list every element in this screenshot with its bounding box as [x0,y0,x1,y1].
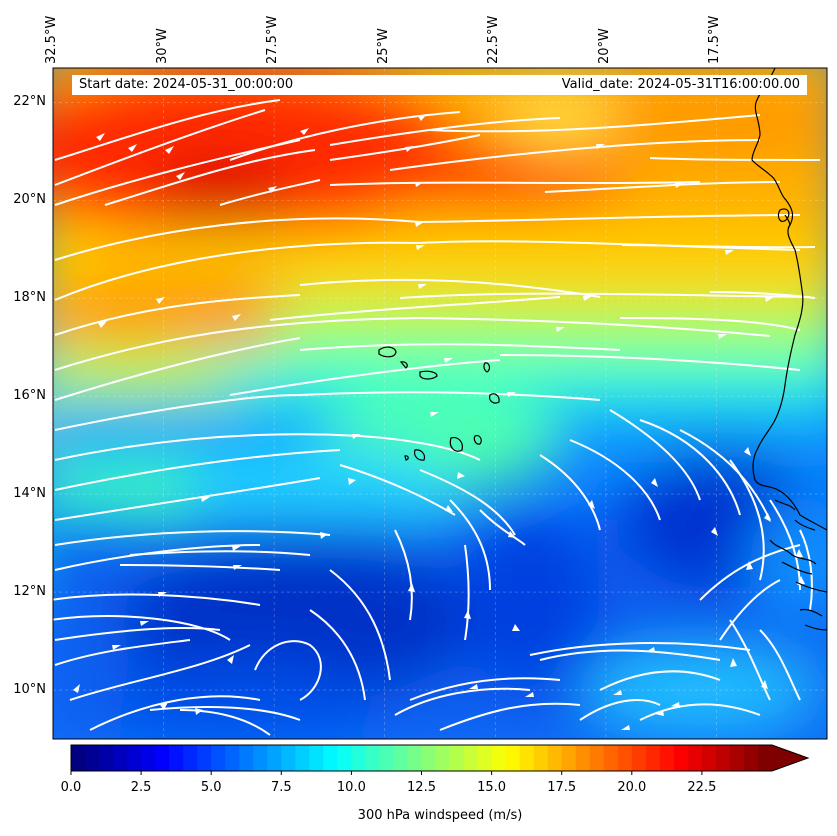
colorbar-segment [253,745,268,771]
longitude-tick-label: 22.5°W [486,15,502,64]
colorbar-tick-label: 2.5 [130,780,152,795]
latitude-tick-label: 22°N [13,94,46,110]
streamlines [53,99,821,736]
latitude-tick-label: 14°N [13,486,46,502]
colorbar-tick-label: 15.0 [477,780,507,795]
longitude-tick-label: 25°W [375,28,391,64]
colorbar-segment [337,745,352,771]
colorbar-segment [505,745,521,771]
colorbar-tick-label: 12.5 [407,780,436,795]
colorbar-segment [393,745,408,771]
colorbar-tick-label: 20.0 [617,780,647,795]
valid-date-label: Valid_date: 2024-05-31T16:00:00.00 [561,77,800,92]
colorbar-segment [421,745,437,771]
colorbar-segment [617,745,633,771]
colorbar-segment [757,745,773,771]
map-frame [52,67,828,740]
colorbar-segment [449,745,465,771]
colorbar-segment [71,745,86,771]
colorbar-segment [99,745,114,771]
colorbar-segment [519,745,535,771]
latitude-tick-label: 16°N [13,388,46,404]
colorbar-tick-label: 0.0 [60,780,82,795]
date-info-box: Start date: 2024-05-31_00:00:00 Valid_da… [72,75,807,95]
colorbar-segment [211,745,226,771]
colorbar-segment [127,745,142,771]
colorbar-segment [575,745,591,771]
latitude-tick-label: 10°N [13,682,46,698]
colorbar [70,744,810,775]
colorbar-segment [407,745,422,771]
colorbar-segment [183,745,198,771]
start-date-label: Start date: 2024-05-31_00:00:00 [79,77,294,92]
colorbar-tick-label: 22.5 [687,780,717,795]
longitude-tick-label: 32.5°W [44,15,59,64]
colorbar-tick-label: 5.0 [200,780,222,795]
colorbar-segment [561,745,577,771]
colorbar-segment [673,745,689,771]
colorbar-segment [323,745,338,771]
colorbar-segment [267,745,282,771]
colorbar-segment [197,745,212,771]
colorbar-segment [85,745,100,771]
colorbar-segment [547,745,563,771]
colorbar-segment [701,745,717,771]
windspeed-field [53,68,827,739]
arrow-heads [73,114,805,730]
latitude-tick-label: 18°N [13,290,46,306]
colorbar-segment [309,745,324,771]
colorbar-segment [169,745,184,771]
colorbar-segment [645,745,661,771]
colorbar-segment [491,745,507,771]
colorbar-segment [659,745,675,771]
colorbar-segment [239,745,254,771]
latitude-tick-label: 20°N [13,192,46,208]
longitude-tick-label: 30°W [154,28,170,64]
colorbar-segment [435,745,451,771]
colorbar-segment [141,745,156,771]
colorbar-segment [729,745,745,771]
colorbar-segment [379,745,394,771]
colorbar-segment [463,745,479,771]
colorbar-tick-label: 7.5 [270,780,292,795]
colorbar-tick-label: 17.5 [547,780,577,795]
colorbar-segment [225,745,240,771]
colorbar-segment [631,745,647,771]
colorbar-segment [281,745,296,771]
colorbar-segment [715,745,731,771]
colorbar-tick-label: 10.0 [336,780,366,795]
latitude-tick-label: 12°N [13,584,46,600]
colorbar-segment [589,745,605,771]
colorbar-segment [155,745,170,771]
colorbar-segment [113,745,128,771]
colorbar-segment [351,745,366,771]
colorbar-segment [603,745,619,771]
colorbar-segment [743,745,759,771]
colorbar-segment [687,745,703,771]
colorbar-extend-max [772,745,808,771]
colorbar-segment [365,745,380,771]
longitude-tick-label: 20°W [596,28,612,64]
colorbar-segment [533,745,549,771]
colorbar-title: 300 hPa windspeed (m/s) [357,808,523,823]
longitude-tick-label: 27.5°W [265,15,281,64]
longitude-tick-label: 17.5°W [707,15,723,64]
coastlines [378,68,827,631]
colorbar-segment [295,745,310,771]
colorbar-segment [477,745,493,771]
